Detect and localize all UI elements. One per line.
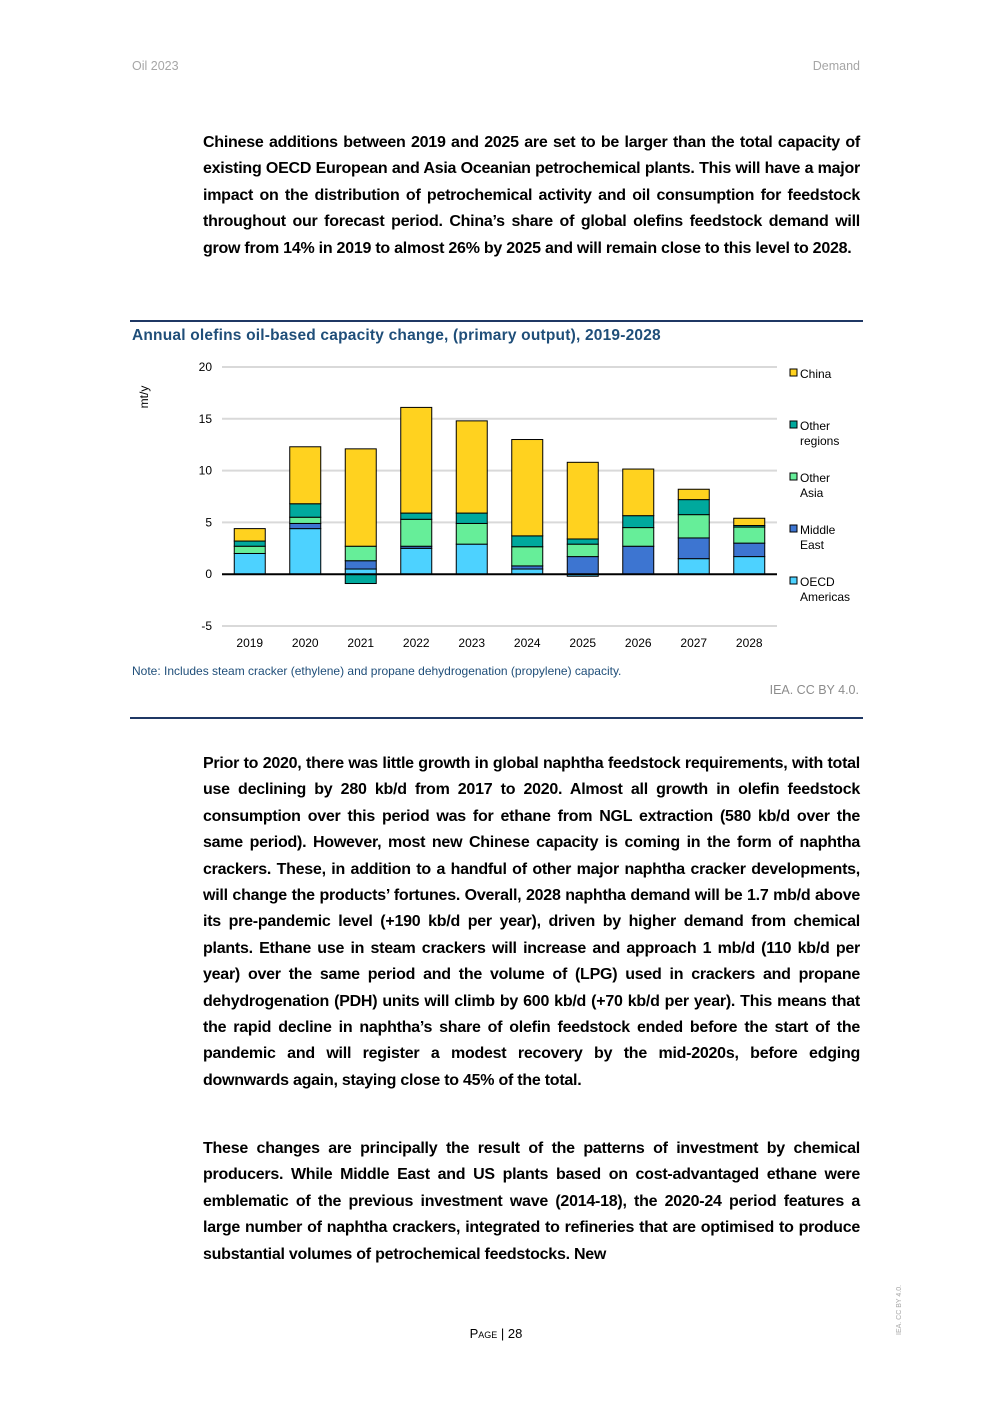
bar-segment-other-regions (400, 512, 433, 520)
bar-segment-middle-east (677, 537, 710, 560)
chart-credit: IEA. CC BY 4.0. (769, 683, 859, 697)
bar-segment-china (622, 468, 655, 517)
y-tick-label: -5 (201, 619, 212, 633)
bar-segment-other-asia (233, 545, 266, 554)
bar-segment-other-asia (733, 526, 766, 544)
legend-swatch (789, 472, 798, 481)
bar-segment-other-asia (566, 543, 599, 558)
bar-segment-other-regions (455, 512, 488, 524)
legend-label: China (800, 367, 832, 381)
y-axis-label: mt/y (137, 386, 151, 409)
bar-segment-oecd-americas (677, 558, 710, 575)
legend-swatch (789, 576, 798, 585)
legend-label: Asia (800, 486, 824, 500)
legend-label: regions (800, 434, 839, 448)
bar-segment-oecd-americas (400, 547, 433, 575)
bar-segment-china (344, 448, 377, 547)
y-tick-label: 0 (205, 567, 212, 581)
bar-segment-other-regions (677, 499, 710, 516)
paragraph-3: These changes are principally the result… (203, 1140, 860, 1263)
paragraph-2: Prior to 2020, there was little growth i… (203, 755, 860, 1089)
bar-segment-china (400, 406, 433, 514)
bar-segment-china (733, 517, 766, 527)
chart-note: Note: Includes steam cracker (ethylene) … (132, 664, 622, 678)
bar-segment-china (233, 528, 266, 542)
x-tick-label: 2027 (680, 636, 707, 650)
chart-bottom-rule (130, 717, 863, 719)
page-number: Page | 28 (469, 1326, 523, 1341)
bar-segment-oecd-americas (733, 556, 766, 575)
y-tick-label: 20 (199, 360, 213, 374)
x-tick-label: 2022 (403, 636, 430, 650)
bar-segment-middle-east (733, 542, 766, 558)
x-tick-label: 2020 (292, 636, 319, 650)
legend-label: Middle (800, 523, 836, 537)
bar-segment-china (677, 488, 710, 501)
bar-segment-middle-east (289, 522, 322, 530)
y-tick-label: 15 (199, 412, 213, 426)
bar-segment-other-asia (455, 522, 488, 545)
bar-segment-other-regions (289, 503, 322, 518)
bar-segment-oecd-americas (455, 543, 488, 575)
legend-label: Americas (800, 590, 850, 604)
bar-segment-china (511, 439, 544, 537)
x-tick-label: 2026 (625, 636, 652, 650)
bar-segment-other-regions (511, 535, 544, 548)
legend-label: OECD (800, 575, 835, 589)
bar-segment-other-asia (677, 514, 710, 539)
bar-segment-china (566, 461, 599, 540)
x-tick-label: 2025 (569, 636, 596, 650)
legend-swatch (789, 524, 798, 533)
x-tick-label: 2023 (458, 636, 485, 650)
x-tick-label: 2024 (514, 636, 541, 650)
y-tick-label: 10 (199, 464, 213, 478)
y-tick-label: 5 (205, 515, 212, 529)
bar-chart: -5 0 5 10 15 20 mt/y 2019 2020 2021 2022 2023 2024 20… (137, 360, 850, 650)
legend-swatch (789, 420, 798, 429)
bar-segment-oecd-americas (289, 528, 322, 575)
x-tick-label: 2028 (736, 636, 763, 650)
bar-segment-middle-east (344, 560, 377, 570)
bar-segment-middle-east (566, 556, 599, 575)
x-tick-label: 2019 (236, 636, 263, 650)
legend-label: East (800, 538, 825, 552)
bar-segment-other-asia (289, 516, 322, 524)
bar-segment-other-asia (622, 527, 655, 547)
header-section: Demand (812, 59, 860, 73)
bar-segment-oecd-americas (233, 552, 266, 575)
bar-segment-other-regions (566, 538, 599, 545)
chart-title: Annual olefins oil-based capacity change… (132, 327, 661, 344)
bar-segment-other-regions (233, 540, 266, 547)
bar-segment-other-asia (511, 546, 544, 567)
bar-segment-china (455, 420, 488, 514)
bar-segment-other-asia (344, 545, 377, 562)
chart-top-rule (130, 320, 863, 322)
x-tick-label: 2021 (347, 636, 374, 650)
bar-segment-other-asia (400, 518, 433, 547)
legend-label: Other (800, 419, 830, 433)
legend-swatch (789, 368, 798, 377)
bar-segment-other-regions (344, 573, 377, 585)
bar-segment-china (289, 446, 322, 505)
paragraph-1: Chinese additions between 2019 and 2025 … (203, 134, 860, 257)
header-report-title: Oil 2023 (132, 59, 179, 73)
side-credit: IEA. CC BY 4.0. (896, 1284, 903, 1335)
legend-label: Other (800, 471, 830, 485)
bar-segment-middle-east (622, 545, 655, 575)
bar-segment-other-regions (622, 515, 655, 529)
